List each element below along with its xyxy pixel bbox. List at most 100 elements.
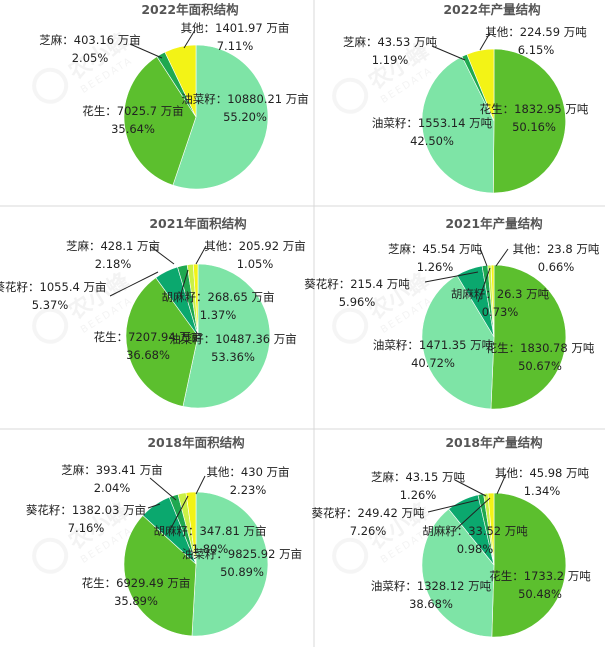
slice-label: 胡麻籽：347.81 万亩 xyxy=(154,524,267,538)
slice-label: 芝麻：393.41 万亩 xyxy=(61,463,162,477)
pie-slice[interactable] xyxy=(487,492,495,566)
slice-percent: 50.16% xyxy=(512,120,556,134)
slice-label: 油菜籽：10487.36 万亩 xyxy=(169,332,297,346)
pie-slice[interactable] xyxy=(172,44,269,190)
slice-percent: 50.89% xyxy=(220,565,264,579)
slice-label: 油菜籽：1471.35 万吨 xyxy=(373,338,494,352)
slice-label: 其他：23.8 万吨 xyxy=(513,242,600,256)
slice-label: 芝麻：428.1 万亩 xyxy=(66,239,160,253)
leader-line xyxy=(454,479,487,497)
slice-percent: 5.96% xyxy=(339,295,376,309)
slice-percent: 55.20% xyxy=(223,110,267,124)
slice-label: 花生：7025.7 万亩 xyxy=(82,104,183,118)
slice-percent: 40.72% xyxy=(411,356,455,370)
leader-line xyxy=(479,32,491,51)
slice-percent: 1.80% xyxy=(192,542,229,556)
slice-label: 葵花籽：1055.4 万亩 xyxy=(0,280,106,294)
slice-percent: 6.15% xyxy=(518,43,555,57)
slice-percent: 1.26% xyxy=(400,488,437,502)
slice-percent: 2.18% xyxy=(95,257,132,271)
leader-line xyxy=(149,245,175,265)
pie-slice[interactable] xyxy=(492,48,566,194)
pie-slice[interactable] xyxy=(164,44,197,118)
slice-label: 其他：224.59 万吨 xyxy=(485,25,587,39)
slice-percent: 1.37% xyxy=(200,308,237,322)
slice-label: 油菜籽：1553.14 万吨 xyxy=(372,116,493,130)
slice-percent: 1.05% xyxy=(237,257,274,271)
pie-slice[interactable] xyxy=(125,277,199,407)
slice-percent: 0.98% xyxy=(457,542,494,556)
leader-line xyxy=(454,497,491,531)
slice-percent: 50.67% xyxy=(518,359,562,373)
slice-percent: 0.73% xyxy=(482,305,519,319)
slice-label: 葵花籽：1382.03 万亩 xyxy=(26,503,146,517)
slice-percent: 2.23% xyxy=(230,483,267,497)
pie-slice[interactable] xyxy=(123,56,197,186)
leader-line xyxy=(169,495,189,531)
leader-line xyxy=(479,247,488,267)
slice-percent: 35.89% xyxy=(114,594,158,608)
leader-line xyxy=(129,43,163,59)
leader-line xyxy=(179,269,189,298)
pie-slice[interactable] xyxy=(421,508,495,638)
slice-percent: 5.37% xyxy=(32,298,69,312)
leader-line xyxy=(195,245,207,265)
slice-percent: 42.50% xyxy=(410,134,454,148)
leader-line xyxy=(495,248,509,267)
pie-slice[interactable] xyxy=(421,56,495,194)
pie-slice[interactable] xyxy=(123,515,197,637)
slice-label: 芝麻：45.54 万吨 xyxy=(388,242,483,256)
slice-percent: 1.26% xyxy=(417,260,454,274)
slice-label: 葵花籽：249.42 万吨 xyxy=(312,506,425,520)
slice-label: 其他：430 万亩 xyxy=(206,465,289,479)
slice-percent: 1.34% xyxy=(524,484,561,498)
slice-label: 花生：1832.95 万吨 xyxy=(480,102,589,116)
chart-title: 2022年面积结构 xyxy=(141,2,238,17)
pie-slice[interactable] xyxy=(192,263,199,337)
pie-slice[interactable] xyxy=(421,274,495,410)
leader-line xyxy=(149,477,177,501)
slice-label: 芝麻：43.15 万吨 xyxy=(371,470,466,484)
pie-slice[interactable] xyxy=(182,263,271,409)
slice-label: 花生：7207.94 万亩 xyxy=(94,330,203,344)
pie-slice[interactable] xyxy=(490,264,567,410)
pie-slice[interactable] xyxy=(185,491,197,565)
leader-line xyxy=(427,499,479,513)
pie-slice[interactable] xyxy=(466,48,495,122)
slice-percent: 7.26% xyxy=(350,524,387,538)
pie-slice[interactable] xyxy=(191,491,269,637)
leader-line xyxy=(424,271,479,283)
slice-percent: 2.04% xyxy=(94,481,131,495)
slice-percent: 0.66% xyxy=(538,260,575,274)
chart-title: 2021年产量结构 xyxy=(445,216,542,231)
leader-line xyxy=(431,45,466,61)
chart-title: 2018年产量结构 xyxy=(445,435,542,450)
leader-line xyxy=(183,29,196,49)
leader-line xyxy=(109,271,159,297)
slice-label: 花生：1733.2 万吨 xyxy=(489,569,591,583)
chart-title: 2022年产量结构 xyxy=(443,2,540,17)
slice-label: 胡麻籽：268.65 万亩 xyxy=(162,290,275,304)
slice-label: 其他：205.92 万亩 xyxy=(204,239,305,253)
slice-label: 油菜籽：9825.92 万亩 xyxy=(182,547,302,561)
slice-percent: 50.48% xyxy=(518,587,562,601)
pie-slice[interactable] xyxy=(491,492,567,638)
slice-percent: 36.68% xyxy=(126,348,170,362)
slice-label: 油菜籽：10880.21 万亩 xyxy=(181,92,309,106)
slice-label: 芝麻：43.53 万吨 xyxy=(343,35,438,49)
slice-label: 芝麻：403.16 万亩 xyxy=(39,33,140,47)
leader-line xyxy=(147,503,161,509)
slice-label: 胡麻籽：33.52 万吨 xyxy=(422,524,528,538)
leader-line xyxy=(477,267,491,303)
slice-percent: 2.05% xyxy=(72,51,109,65)
slice-label: 葵花籽：215.4 万吨 xyxy=(304,277,410,291)
pie-slice[interactable] xyxy=(490,264,495,338)
chart-title: 2018年面积结构 xyxy=(147,435,244,450)
